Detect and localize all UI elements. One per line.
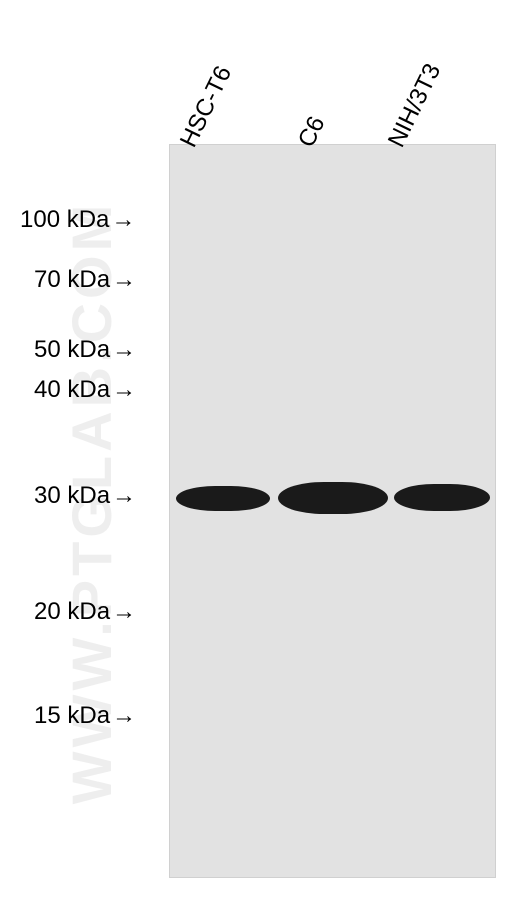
marker-text: 40 kDa [34,376,110,404]
marker-text: 100 kDa [20,206,109,234]
lane-label: HSC-T6 [175,62,238,152]
arrow-icon: → [112,482,136,510]
lane-labels-group: HSC-T6 C6 NIH/3T3 [0,0,515,150]
arrow-icon: → [112,376,136,404]
marker-label: 50 kDa→ [34,336,136,364]
blot-band [278,482,388,514]
arrow-icon: → [112,336,136,364]
marker-text: 20 kDa [34,598,110,626]
arrow-icon: → [111,206,135,234]
arrow-icon: → [112,702,136,730]
marker-text: 70 kDa [34,266,110,294]
arrow-icon: → [112,598,136,626]
marker-label: 40 kDa→ [34,376,136,404]
marker-label: 70 kDa→ [34,266,136,294]
arrow-icon: → [112,266,136,294]
blot-band [394,484,490,511]
lane-label: C6 [293,112,332,152]
blot-band [176,486,270,511]
marker-label: 20 kDa→ [34,598,136,626]
blot-figure: WWW.PTGLAB.COM HSC-T6 C6 NIH/3T3 100 kDa… [0,0,515,899]
marker-label: 100 kDa→ [20,206,135,234]
marker-text: 30 kDa [34,482,110,510]
marker-text: 50 kDa [34,336,110,364]
marker-label: 30 kDa→ [34,482,136,510]
lane-label: NIH/3T3 [383,59,447,152]
marker-text: 15 kDa [34,702,110,730]
marker-label: 15 kDa→ [34,702,136,730]
